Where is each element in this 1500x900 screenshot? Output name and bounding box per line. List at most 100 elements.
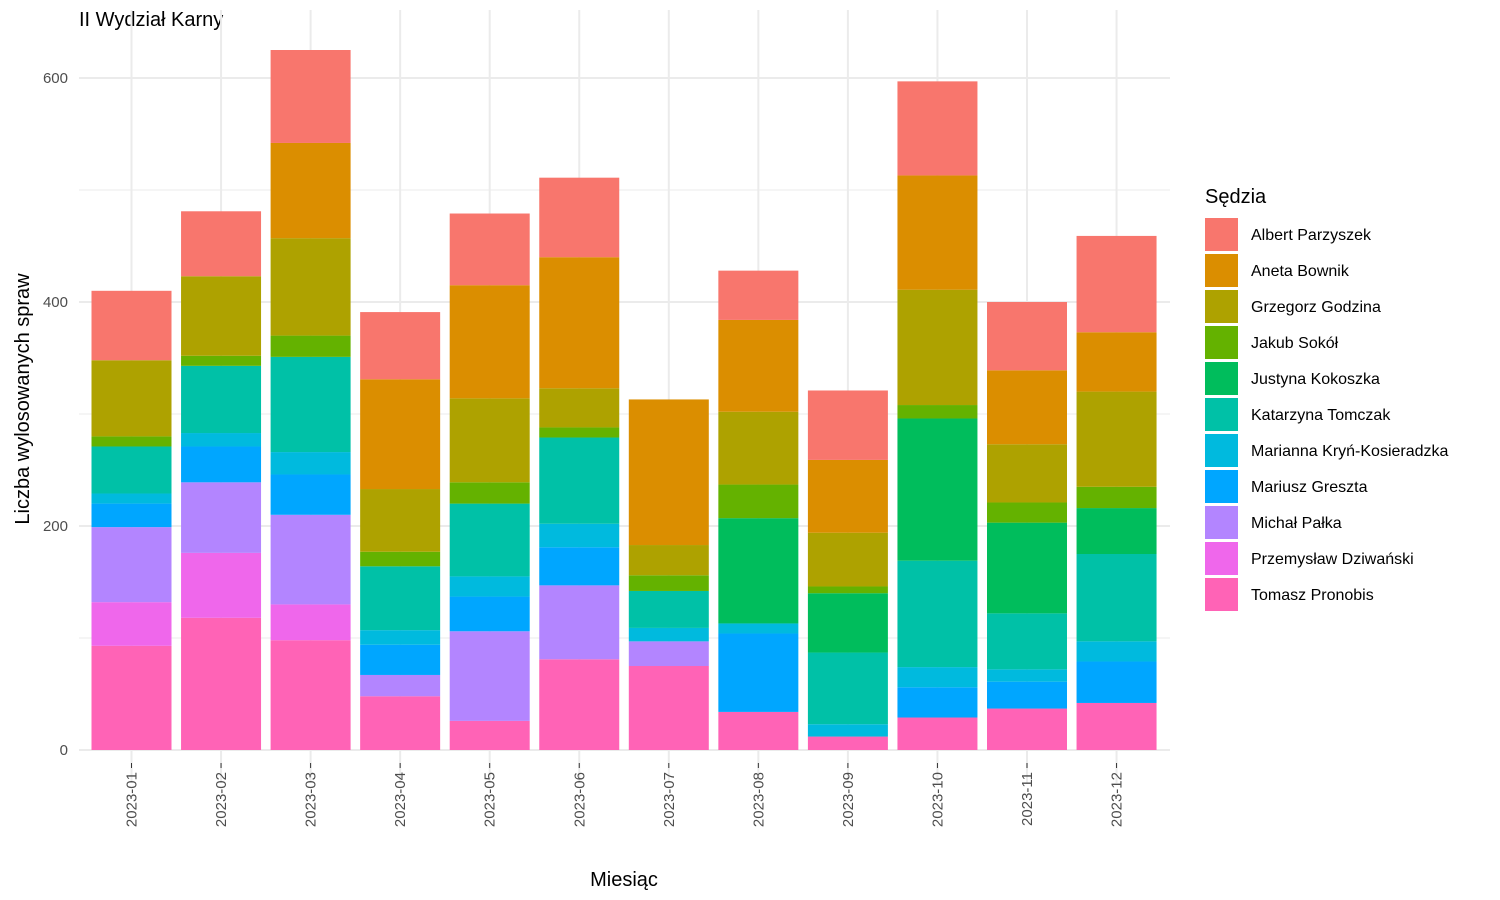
bar-segment (897, 289, 978, 406)
bar-segment (1076, 332, 1157, 392)
bar-segment (628, 627, 709, 642)
bar-segment (449, 631, 530, 721)
bar-segment (360, 644, 441, 675)
bar-segment (897, 418, 978, 561)
bar-segment (539, 523, 620, 548)
legend-label: Przemysław Dziwański (1251, 551, 1414, 568)
bar-segment (897, 405, 978, 419)
bar-segment (628, 575, 709, 591)
bar-segment (987, 669, 1067, 682)
bar-segment (181, 552, 262, 618)
bar-segment (270, 474, 351, 515)
legend-label: Tomasz Pronobis (1251, 587, 1374, 604)
bar-segment (181, 433, 262, 447)
bar-segment (718, 270, 799, 320)
bar-segment (987, 522, 1067, 614)
bar-segment (539, 437, 620, 524)
bar-segment (718, 319, 799, 412)
bar-segment (270, 238, 351, 336)
x-axis-ticks: 2023-01 2023-02 2023-03 2023-04 2023-05 2023-… (124, 763, 1126, 827)
bar-segment (897, 667, 978, 688)
legend-label: Mariusz Greszta (1251, 479, 1368, 496)
legend-swatch (1205, 434, 1238, 467)
bar-segment (718, 711, 799, 750)
legend-label: Katarzyna Tomczak (1251, 407, 1391, 424)
legend-swatch (1205, 542, 1238, 575)
bar-segment (91, 360, 172, 437)
bar-segment (897, 175, 978, 290)
y-tick-label: 0 (60, 742, 68, 759)
bar-segment (718, 484, 799, 519)
chart-title: II Wydział Karny (79, 9, 223, 31)
bar-segment (449, 720, 530, 750)
bar-segment (360, 696, 441, 750)
bar-segment (1076, 508, 1157, 554)
legend-swatch (1205, 362, 1238, 395)
bar-segment (449, 482, 530, 504)
bar-segment (270, 50, 351, 143)
bar-segment (181, 482, 262, 553)
x-tick-label: 2023-07 (661, 772, 678, 827)
bar-segment (987, 444, 1067, 503)
bar-segment (897, 81, 978, 176)
bar-segment (270, 335, 351, 357)
y-tick-label: 200 (43, 518, 68, 535)
bar-segment (91, 602, 172, 646)
legend-title: Sędzia (1205, 186, 1267, 208)
bars (91, 50, 1157, 750)
x-tick-label: 2023-03 (303, 772, 320, 827)
legend-label: Marianna Kryń-Kosieradzka (1251, 443, 1449, 460)
legend-label: Grzegorz Godzina (1251, 299, 1381, 316)
bar-segment (270, 356, 351, 453)
bar-segment (987, 502, 1067, 523)
bar-segment (539, 177, 620, 258)
legend-label: Aneta Bownik (1251, 263, 1350, 280)
bar-segment (1076, 486, 1157, 509)
bar-segment (1076, 391, 1157, 487)
legend-swatch (1205, 506, 1238, 539)
bar-segment (807, 724, 888, 737)
legend: Sędzia Albert Parzyszek Aneta Bownik Grzeg… (1205, 186, 1449, 611)
bar-segment (360, 551, 441, 567)
bar-segment (270, 640, 351, 750)
bar-segment (360, 630, 441, 645)
bar-segment (449, 576, 530, 597)
bar-segment (181, 355, 262, 366)
bar-segment (718, 518, 799, 624)
bar-segment (449, 213, 530, 286)
bar-segment (270, 604, 351, 641)
bar-segment (270, 452, 351, 475)
y-axis-title: Liczba wylosowanych spraw (12, 273, 34, 525)
bar-segment (1076, 661, 1157, 703)
bar-segment (718, 633, 799, 712)
bar-segment (1076, 554, 1157, 642)
bar-segment (1076, 702, 1157, 750)
y-tick-label: 400 (43, 294, 68, 311)
bar-segment (807, 586, 888, 594)
bar-segment (718, 623, 799, 634)
x-tick-label: 2023-02 (213, 772, 230, 827)
legend-swatch (1205, 254, 1238, 287)
bar-segment (91, 503, 172, 528)
bar-segment (539, 257, 620, 389)
bar-segment (897, 687, 978, 718)
bar-segment (360, 312, 441, 380)
bar-segment (181, 617, 262, 750)
bar-segment (539, 427, 620, 438)
bar-segment (628, 666, 709, 750)
bar-segment (539, 585, 620, 660)
bar-segment (807, 593, 888, 653)
legend-swatch (1205, 578, 1238, 611)
bar-segment (628, 545, 709, 576)
bar-segment (539, 388, 620, 428)
legend-label: Michał Pałka (1251, 515, 1342, 532)
y-tick-label: 600 (43, 70, 68, 87)
bar-segment (181, 365, 262, 434)
bar-segment (987, 613, 1067, 670)
bar-segment (449, 398, 530, 483)
bar-segment (628, 641, 709, 666)
bar-segment (360, 674, 441, 697)
bar-segment (807, 390, 888, 460)
x-axis-title: Miesiąc (590, 869, 658, 891)
